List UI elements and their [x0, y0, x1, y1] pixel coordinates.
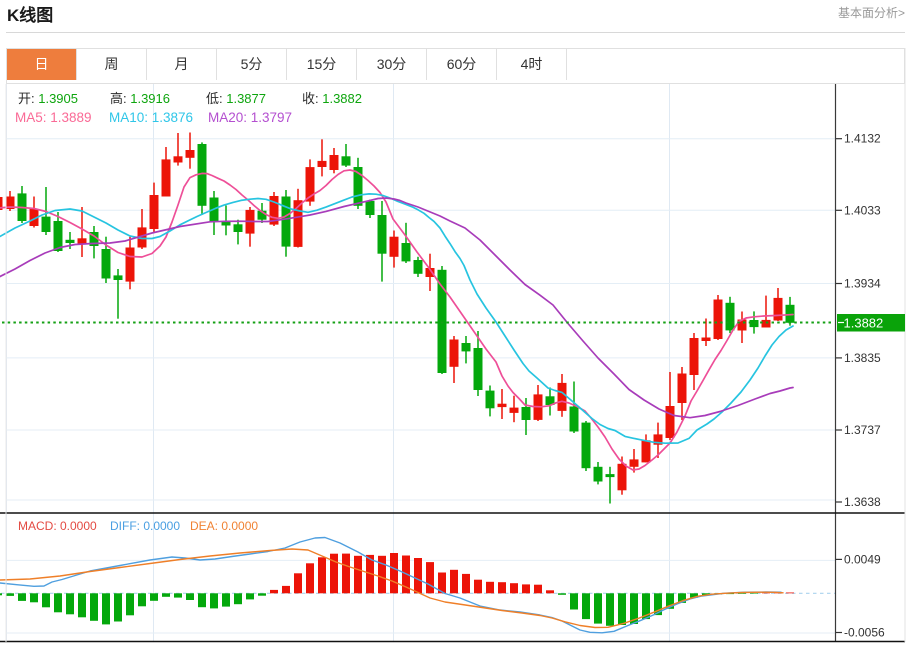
svg-text:1.3934: 1.3934: [844, 277, 881, 291]
svg-text:1.3835: 1.3835: [844, 351, 881, 365]
svg-text:低: 1.3877: 低: 1.3877: [206, 91, 266, 106]
svg-text:MACD: 0.0000: MACD: 0.0000: [18, 519, 97, 533]
svg-text:1.4033: 1.4033: [844, 203, 881, 217]
svg-text:MA5: 1.3889: MA5: 1.3889: [15, 110, 92, 125]
svg-text:0.0049: 0.0049: [844, 552, 881, 566]
svg-text:高: 1.3916: 高: 1.3916: [110, 91, 170, 106]
svg-text:1.4132: 1.4132: [844, 132, 881, 146]
svg-text:1.3882: 1.3882: [844, 316, 884, 331]
svg-text:DEA: 0.0000: DEA: 0.0000: [190, 519, 258, 533]
svg-text:1.3638: 1.3638: [844, 495, 881, 509]
svg-text:DIFF: 0.0000: DIFF: 0.0000: [110, 519, 180, 533]
svg-text:收: 1.3882: 收: 1.3882: [302, 91, 362, 106]
svg-text:MA10: 1.3876: MA10: 1.3876: [109, 110, 193, 125]
svg-text:MA20: 1.3797: MA20: 1.3797: [208, 110, 292, 125]
svg-text:开: 1.3905: 开: 1.3905: [18, 91, 78, 106]
svg-text:1.3737: 1.3737: [844, 423, 881, 437]
svg-text:-0.0056: -0.0056: [844, 626, 885, 640]
